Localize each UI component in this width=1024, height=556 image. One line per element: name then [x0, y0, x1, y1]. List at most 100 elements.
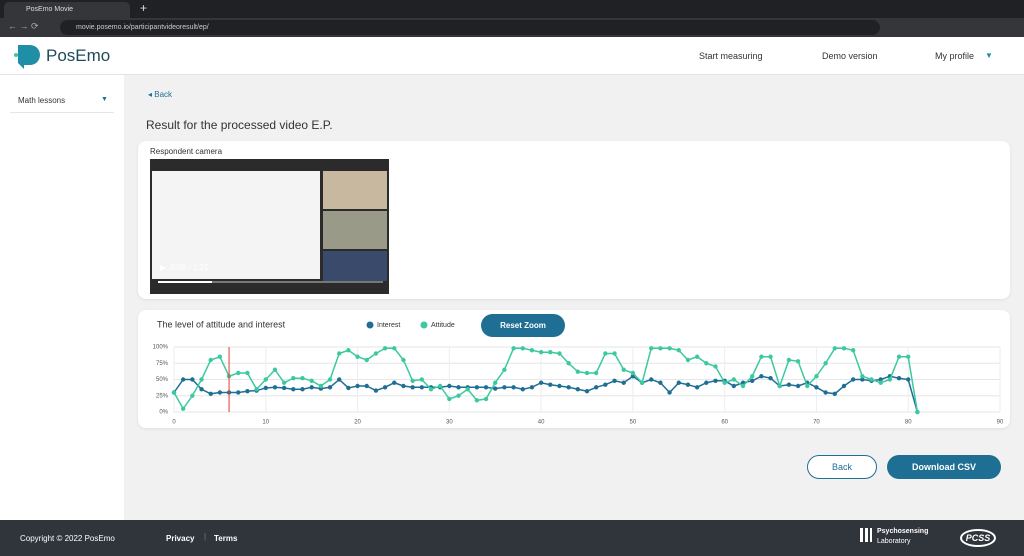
data-point[interactable] [410, 378, 415, 383]
data-point[interactable] [704, 361, 709, 366]
nav-link[interactable]: My profile [935, 51, 975, 61]
data-point[interactable] [575, 369, 581, 374]
data-point[interactable] [419, 385, 424, 390]
tab[interactable]: PosEmo Movie [4, 2, 130, 18]
data-point[interactable] [483, 396, 489, 402]
data-point[interactable] [612, 378, 617, 383]
data-point[interactable] [245, 389, 250, 394]
nav-arrows[interactable]: ← → ⟳ [8, 21, 39, 31]
data-point[interactable] [373, 351, 379, 356]
data-point[interactable] [401, 383, 406, 389]
data-point[interactable] [694, 385, 700, 390]
video[interactable]: ▶ 0:06 / 1:21 [150, 159, 389, 294]
data-point[interactable] [529, 348, 535, 353]
data-point[interactable] [795, 359, 801, 364]
data-point[interactable] [465, 387, 470, 392]
data-point[interactable] [190, 393, 195, 398]
data-point[interactable] [759, 374, 764, 379]
data-point[interactable] [483, 385, 489, 390]
data-point[interactable] [658, 346, 663, 351]
data-point[interactable] [180, 406, 186, 411]
data-point[interactable] [841, 383, 847, 389]
data-point[interactable] [474, 385, 480, 390]
data-point[interactable] [538, 380, 544, 385]
data-point[interactable] [236, 390, 241, 395]
data-point[interactable] [906, 377, 911, 382]
data-point[interactable] [474, 398, 480, 403]
data-point[interactable] [896, 376, 902, 381]
legend-symbol[interactable] [420, 321, 428, 329]
data-point[interactable] [795, 383, 801, 389]
data-point[interactable] [694, 354, 700, 359]
data-point[interactable] [291, 376, 296, 381]
data-point[interactable] [456, 393, 461, 398]
data-point[interactable] [392, 380, 397, 385]
dropdown-caret[interactable]: ▼ [985, 51, 993, 60]
data-point[interactable] [750, 374, 755, 379]
back-button[interactable]: Back [807, 455, 877, 479]
data-point[interactable] [208, 357, 213, 363]
sidebar-item[interactable]: Math lessons [18, 96, 66, 105]
data-point[interactable] [281, 380, 287, 385]
data-point[interactable] [649, 377, 654, 382]
data-point[interactable] [382, 346, 388, 351]
data-point[interactable] [236, 370, 241, 376]
data-point[interactable] [667, 346, 672, 351]
data-point[interactable] [676, 380, 681, 385]
data-point[interactable] [300, 376, 305, 381]
data-point[interactable] [878, 377, 883, 382]
data-point[interactable] [291, 387, 296, 392]
data-point[interactable] [676, 348, 681, 353]
button-bg[interactable] [481, 314, 565, 337]
data-point[interactable] [327, 385, 333, 390]
data-point[interactable] [621, 367, 626, 372]
data-point[interactable] [731, 377, 737, 382]
data-point[interactable] [493, 386, 498, 391]
data-point[interactable] [878, 380, 883, 385]
data-point[interactable] [529, 385, 535, 390]
data-point[interactable] [566, 361, 571, 366]
data-point[interactable] [373, 388, 379, 393]
data-point[interactable] [281, 385, 287, 391]
data-point[interactable] [263, 385, 268, 391]
data-point[interactable] [364, 383, 369, 389]
data-point[interactable] [860, 374, 865, 379]
data-point[interactable] [603, 351, 608, 356]
data-point[interactable] [346, 348, 351, 353]
data-point[interactable] [428, 387, 434, 392]
logo[interactable]: PosEmo [46, 46, 111, 65]
data-point[interactable] [538, 350, 544, 355]
back-link[interactable]: ◂ Back [148, 90, 173, 99]
data-point[interactable] [630, 370, 636, 376]
data-point[interactable] [447, 396, 452, 402]
data-point[interactable] [759, 354, 764, 359]
data-point[interactable] [786, 357, 792, 363]
data-point[interactable] [410, 385, 415, 390]
data-point[interactable] [511, 346, 516, 351]
data-point[interactable] [419, 377, 424, 382]
data-point[interactable] [493, 380, 498, 385]
data-point[interactable] [355, 354, 360, 359]
data-point[interactable] [557, 351, 562, 356]
data-point[interactable] [245, 370, 250, 376]
data-point[interactable] [685, 382, 691, 387]
data-point[interactable] [548, 350, 553, 355]
data-point[interactable] [603, 382, 608, 387]
data-point[interactable] [786, 382, 792, 387]
data-point[interactable] [437, 383, 443, 389]
data-point[interactable] [814, 374, 819, 379]
data-point[interactable] [217, 390, 223, 395]
data-point[interactable] [557, 383, 562, 389]
data-point[interactable] [887, 377, 893, 382]
data-point[interactable] [502, 367, 507, 372]
data-point[interactable] [520, 387, 525, 392]
nav-link[interactable]: Demo version [822, 51, 878, 61]
data-point[interactable] [254, 387, 259, 392]
data-point[interactable] [584, 370, 590, 376]
data-point[interactable] [263, 377, 268, 382]
url[interactable]: movie.posemo.io/participantvideoresult/e… [60, 20, 880, 35]
data-point[interactable] [199, 377, 204, 382]
dropdown-caret[interactable]: ▼ [101, 96, 108, 103]
data-point[interactable] [713, 378, 718, 383]
download-button[interactable]: Download CSV [887, 455, 1001, 479]
